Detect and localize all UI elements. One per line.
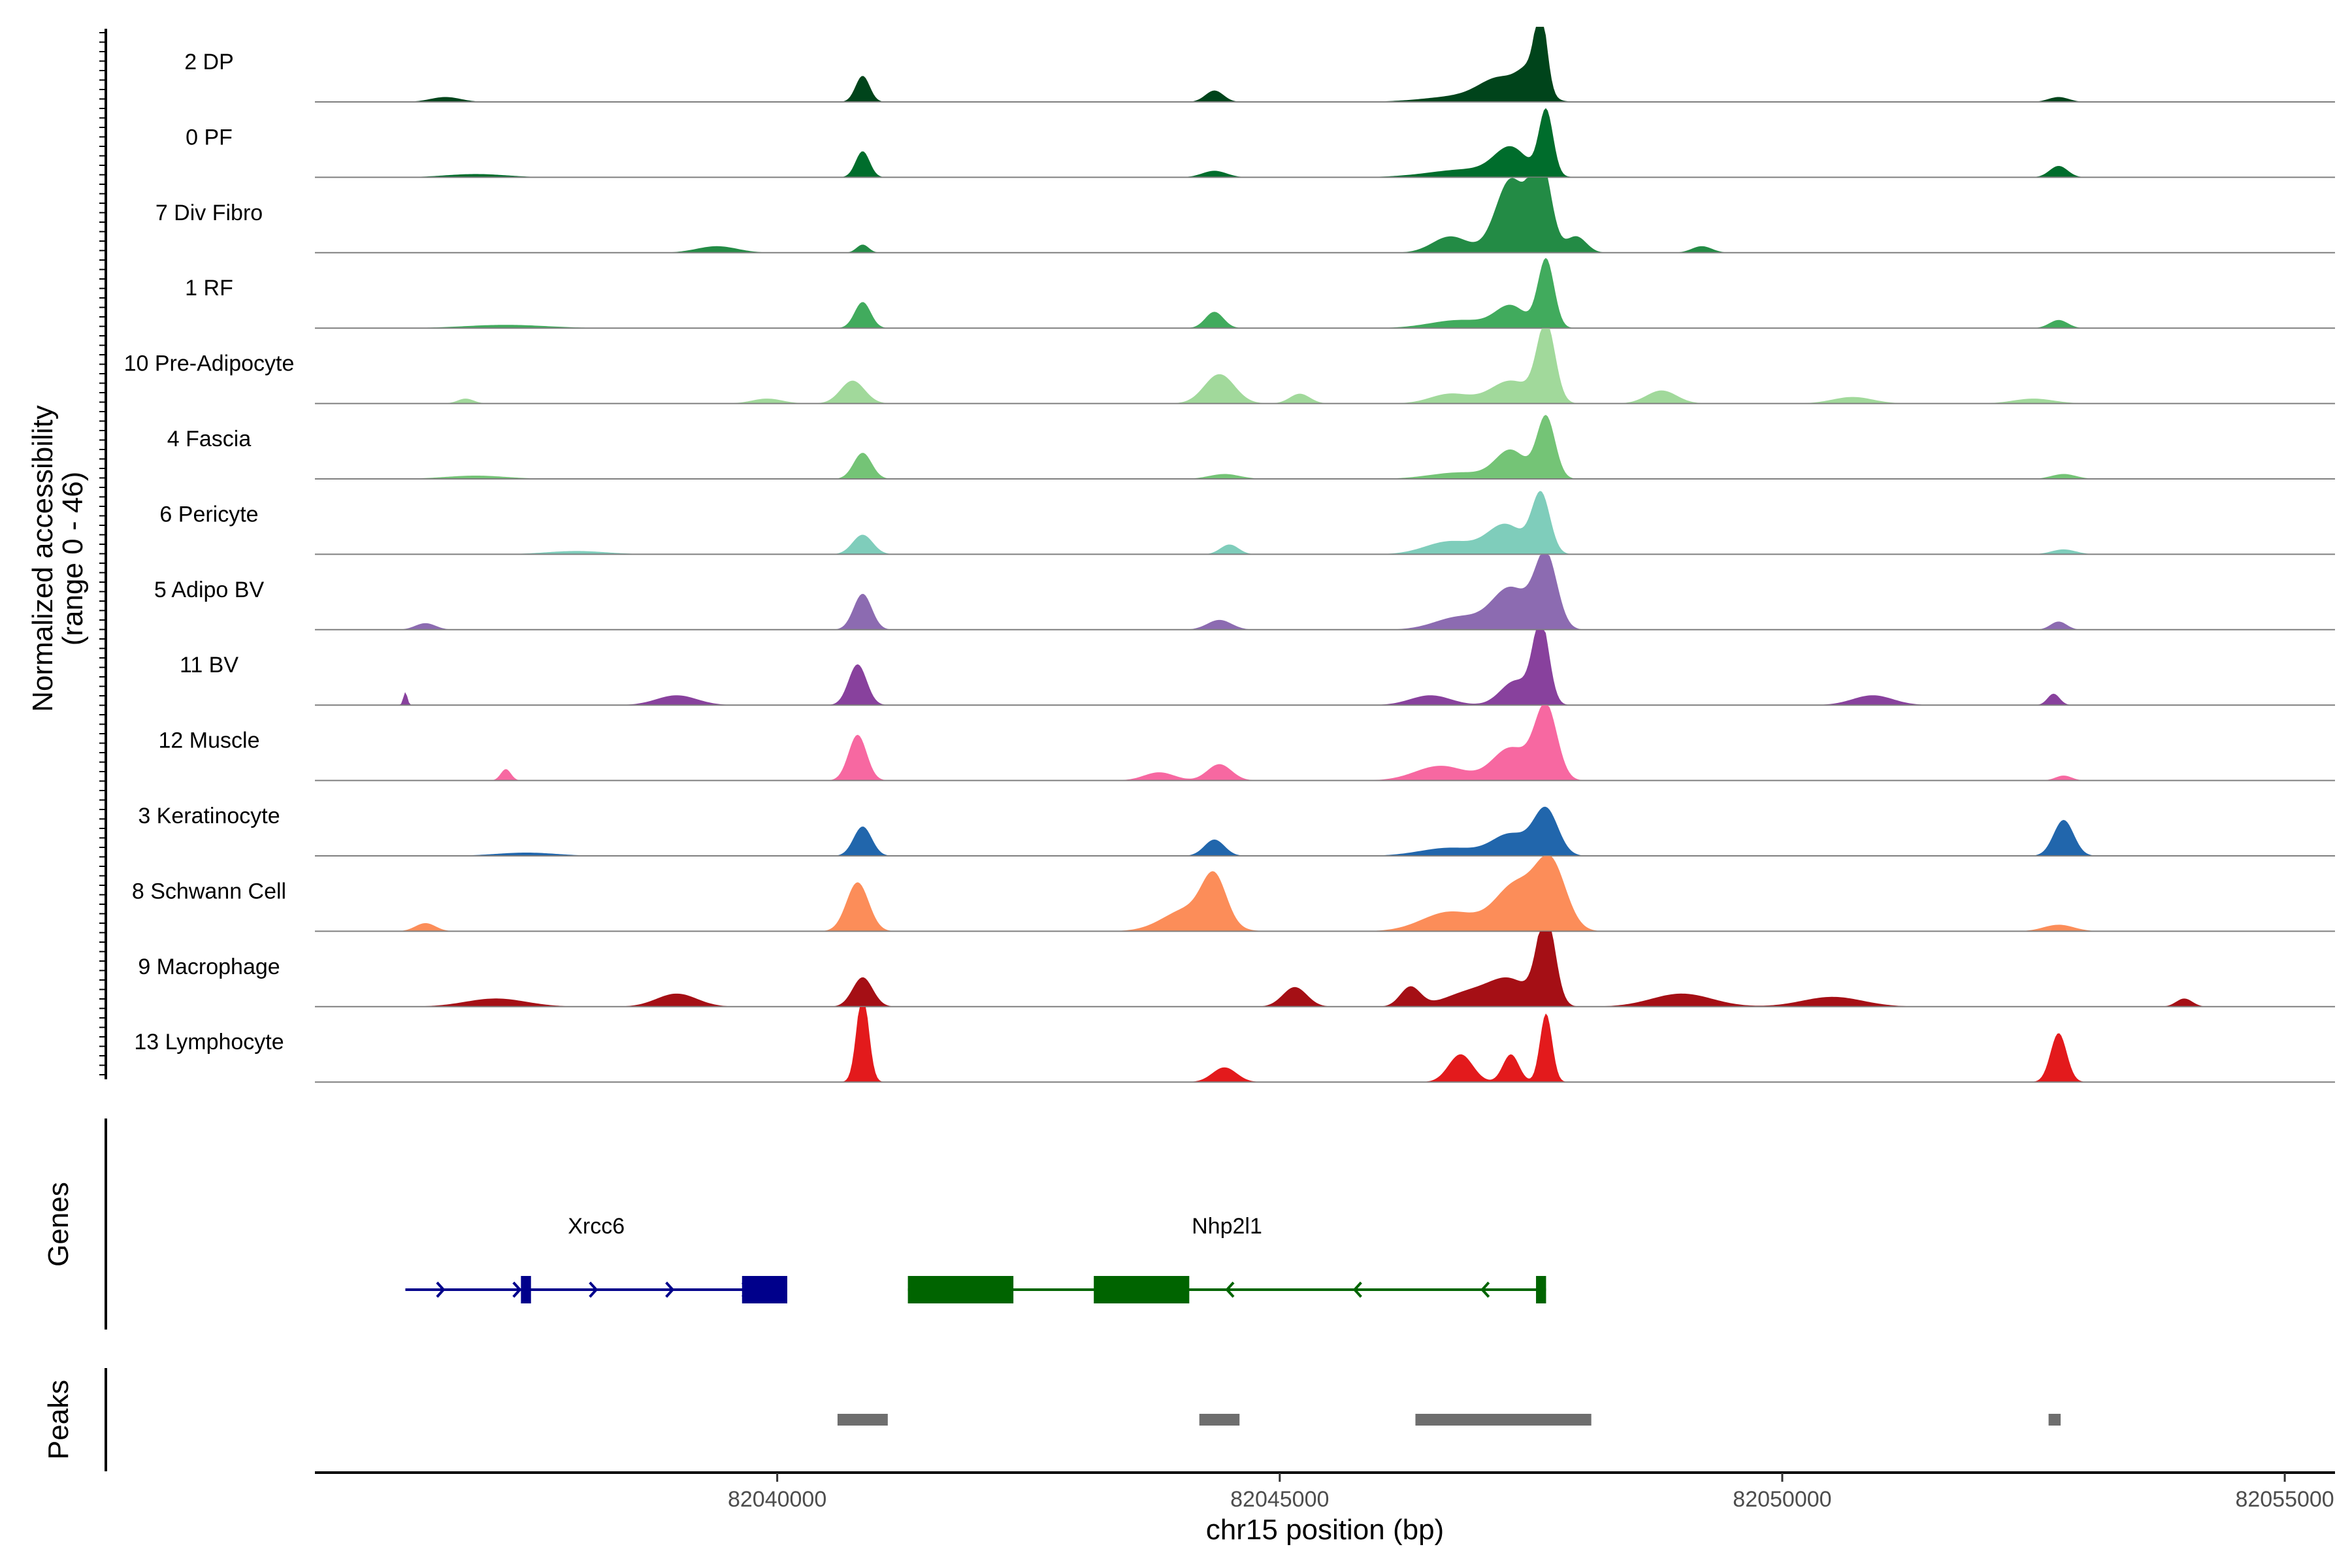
peaks-track bbox=[837, 1414, 2061, 1426]
track-13: 9 Macrophage bbox=[138, 931, 2335, 1007]
y-axis-ticks bbox=[99, 32, 106, 1075]
strand-chevron bbox=[512, 1281, 522, 1298]
y-axis-title-line1: Normalized accessibility bbox=[27, 405, 59, 711]
track-label: 10 Pre-Adipocyte bbox=[124, 351, 295, 376]
track-7: 6 Pericyte bbox=[159, 491, 2335, 555]
gene-Xrcc6: Xrcc6 bbox=[405, 1214, 788, 1303]
peak-region bbox=[2048, 1414, 2061, 1426]
track-2: 0 PF bbox=[186, 108, 2335, 178]
exon bbox=[907, 1276, 1014, 1303]
track-label: 9 Macrophage bbox=[138, 955, 280, 979]
track-3: 7 Div Fibro bbox=[155, 177, 2335, 253]
x-tick-label: 82055000 bbox=[2235, 1487, 2334, 1512]
x-axis-ticks: 82040000 82045000 82050000 82055000 bbox=[728, 1473, 2334, 1512]
coverage-area bbox=[315, 705, 2335, 781]
track-label: 12 Muscle bbox=[159, 728, 260, 753]
x-tick-label: 82040000 bbox=[728, 1487, 826, 1512]
genes-track: Xrcc6 Nhp2l1 bbox=[405, 1214, 1546, 1303]
track-4: 1 RF bbox=[185, 257, 2335, 329]
strand-chevron bbox=[1225, 1281, 1235, 1298]
track-8: 5 Adipo BV bbox=[154, 554, 2335, 630]
peak-region bbox=[1199, 1414, 1240, 1426]
accessibility-tracks: 2 DP 0 PF 7 Div Fibro 1 RF 10 Pre-Adipocyte 4… bbox=[124, 27, 2335, 1083]
track-label: 1 RF bbox=[185, 276, 233, 301]
coverage-area bbox=[315, 328, 2335, 404]
track-label: 3 Keratinocyte bbox=[138, 804, 280, 828]
exon bbox=[1094, 1276, 1190, 1303]
track-12: 8 Schwann Cell bbox=[132, 856, 2335, 932]
track-label: 11 BV bbox=[180, 653, 238, 678]
genes-axis-title: Genes bbox=[42, 1182, 74, 1267]
coverage-area bbox=[315, 491, 2335, 555]
peaks-axis-title: Peaks bbox=[42, 1380, 74, 1460]
strand-chevron bbox=[589, 1281, 598, 1298]
gene-label: Xrcc6 bbox=[568, 1214, 625, 1239]
track-14: 13 Lymphocyte bbox=[134, 1007, 2335, 1083]
track-11: 3 Keratinocyte bbox=[138, 804, 2335, 857]
track-6: 4 Fascia bbox=[167, 414, 2335, 480]
strand-chevron bbox=[1352, 1281, 1362, 1298]
coverage-area bbox=[315, 554, 2335, 630]
coverage-area bbox=[315, 856, 2335, 932]
x-axis-title: chr15 position (bp) bbox=[1206, 1514, 1444, 1546]
peak-region bbox=[1415, 1414, 1592, 1426]
strand-chevron bbox=[665, 1281, 675, 1298]
exon bbox=[1536, 1276, 1546, 1303]
strand-chevron bbox=[1480, 1281, 1490, 1298]
coverage-area bbox=[315, 806, 2335, 856]
coverage-area bbox=[315, 630, 2335, 706]
track-10: 12 Muscle bbox=[159, 705, 2335, 781]
track-label: 2 DP bbox=[184, 50, 234, 74]
x-tick-label: 82045000 bbox=[1230, 1487, 1329, 1512]
track-label: 8 Schwann Cell bbox=[132, 879, 286, 904]
track-label: 7 Div Fibro bbox=[155, 201, 263, 225]
coverage-area bbox=[315, 257, 2335, 329]
track-1: 2 DP bbox=[184, 27, 2335, 103]
coverage-area bbox=[315, 1007, 2335, 1083]
track-label: 13 Lymphocyte bbox=[134, 1030, 284, 1054]
track-label: 4 Fascia bbox=[167, 427, 252, 451]
exon bbox=[742, 1276, 788, 1303]
coverage-area bbox=[315, 108, 2335, 178]
track-label: 0 PF bbox=[186, 125, 233, 150]
strand-chevron bbox=[436, 1281, 446, 1298]
track-label: 5 Adipo BV bbox=[154, 578, 265, 602]
coverage-area bbox=[315, 27, 2335, 102]
gene-label: Nhp2l1 bbox=[1192, 1214, 1262, 1239]
coverage-area bbox=[315, 177, 2335, 253]
coverage-area bbox=[315, 931, 2335, 1007]
track-label: 6 Pericyte bbox=[159, 502, 258, 527]
track-9: 11 BV bbox=[180, 630, 2335, 706]
exon bbox=[521, 1276, 531, 1303]
y-axis-title-line2: (range 0 - 46) bbox=[57, 472, 89, 646]
x-tick-label: 82050000 bbox=[1733, 1487, 1831, 1512]
peak-region bbox=[837, 1414, 888, 1426]
track-5: 10 Pre-Adipocyte bbox=[124, 328, 2335, 404]
gene-Nhp2l1: Nhp2l1 bbox=[907, 1214, 1546, 1303]
coverage-area bbox=[315, 414, 2335, 479]
